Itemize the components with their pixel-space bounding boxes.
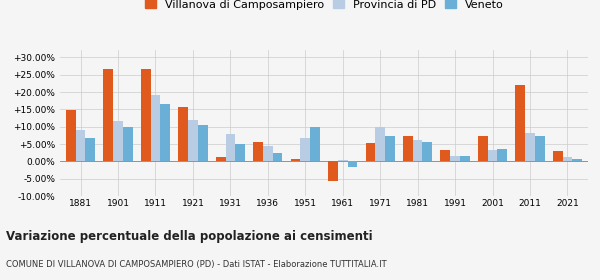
Bar: [338, 160, 347, 161]
Bar: [226, 134, 235, 161]
Bar: [365, 143, 376, 161]
Bar: [272, 153, 283, 161]
Bar: [216, 157, 226, 161]
Bar: [328, 161, 338, 181]
Bar: [553, 151, 563, 161]
Bar: [376, 127, 385, 161]
Legend: Villanova di Camposampiero, Provincia di PD, Veneto: Villanova di Camposampiero, Provincia di…: [140, 0, 508, 14]
Bar: [263, 146, 272, 161]
Text: COMUNE DI VILLANOVA DI CAMPOSAMPIERO (PD) - Dati ISTAT - Elaborazione TUTTITALIA: COMUNE DI VILLANOVA DI CAMPOSAMPIERO (PD…: [6, 260, 386, 269]
Bar: [413, 140, 422, 161]
Bar: [478, 136, 488, 161]
Text: Variazione percentuale della popolazione ai censimenti: Variazione percentuale della popolazione…: [6, 230, 373, 242]
Bar: [515, 85, 525, 161]
Bar: [347, 161, 358, 167]
Bar: [141, 69, 151, 161]
Bar: [450, 156, 460, 161]
Bar: [440, 150, 450, 161]
Bar: [525, 132, 535, 161]
Bar: [151, 95, 160, 161]
Bar: [290, 159, 301, 161]
Bar: [198, 125, 208, 161]
Bar: [563, 157, 572, 161]
Bar: [253, 142, 263, 161]
Bar: [103, 69, 113, 161]
Bar: [76, 130, 85, 161]
Bar: [572, 159, 582, 161]
Bar: [160, 104, 170, 161]
Bar: [235, 144, 245, 161]
Bar: [188, 120, 198, 161]
Bar: [310, 127, 320, 161]
Bar: [422, 142, 432, 161]
Bar: [535, 136, 545, 161]
Bar: [66, 110, 76, 161]
Bar: [403, 136, 413, 161]
Bar: [85, 138, 95, 161]
Bar: [385, 136, 395, 161]
Bar: [497, 149, 507, 161]
Bar: [488, 150, 497, 161]
Bar: [301, 138, 310, 161]
Bar: [460, 156, 470, 161]
Bar: [123, 127, 133, 161]
Bar: [178, 107, 188, 161]
Bar: [113, 121, 123, 161]
